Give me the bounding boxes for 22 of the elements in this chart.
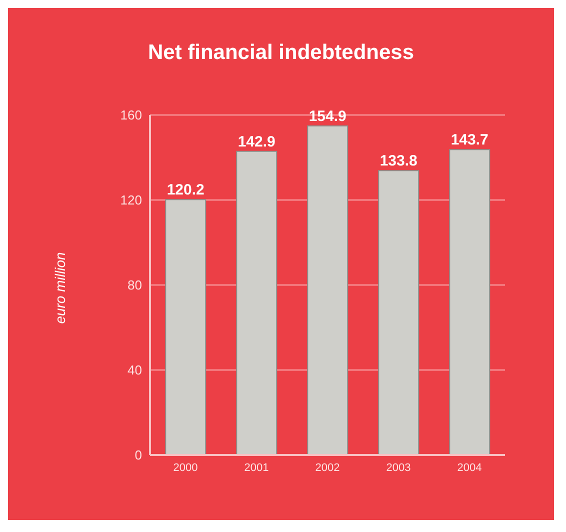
bar xyxy=(236,150,278,455)
x-tick-label: 2003 xyxy=(386,462,411,474)
x-tick-label: 2002 xyxy=(315,462,340,474)
bar xyxy=(378,170,420,455)
data-label: 133.8 xyxy=(380,152,418,170)
y-tick-label: 80 xyxy=(128,278,142,293)
data-label: 143.7 xyxy=(450,132,488,149)
chart-title: Net financial indebtedness xyxy=(146,41,416,65)
y-tick-label: 160 xyxy=(120,108,142,123)
data-label: 142.9 xyxy=(238,133,276,150)
x-tick-label: 2004 xyxy=(457,462,482,474)
y-axis-title: euro million xyxy=(52,252,68,324)
y-tick-label: 40 xyxy=(128,362,142,378)
bar xyxy=(165,199,206,455)
bar xyxy=(449,149,490,455)
data-label: 154.9 xyxy=(308,108,346,125)
y-tick-label: 0 xyxy=(134,448,142,463)
data-label: 120.2 xyxy=(166,182,204,199)
x-tick-label: 2001 xyxy=(244,462,269,474)
x-tick-label: 2000 xyxy=(173,462,198,474)
bar xyxy=(307,125,348,455)
y-tick-label: 120 xyxy=(120,192,142,208)
